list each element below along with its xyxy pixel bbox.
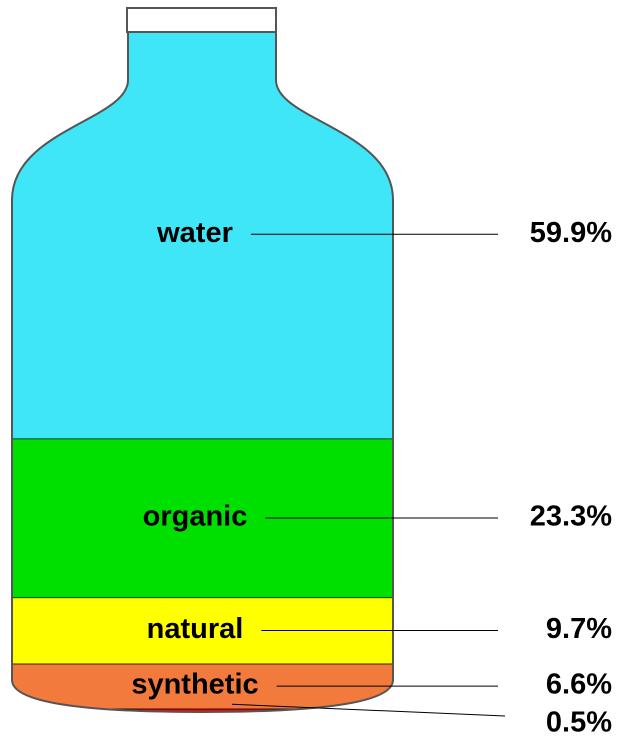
category-label: synthetic	[131, 669, 258, 701]
category-label: organic	[143, 501, 248, 533]
value-label: 9.7%	[546, 613, 612, 645]
bottle-cap	[127, 8, 276, 32]
category-label: natural	[147, 613, 244, 645]
value-label: 23.3%	[530, 501, 612, 533]
chart: 0.5% synthetic 6.6% natural 9.7% organic 23.3%…	[0, 0, 624, 746]
value-label: 6.6%	[546, 669, 612, 701]
value-label: 59.9%	[530, 217, 612, 249]
category-label: water	[156, 217, 233, 249]
value-label: 0.5%	[546, 707, 612, 739]
